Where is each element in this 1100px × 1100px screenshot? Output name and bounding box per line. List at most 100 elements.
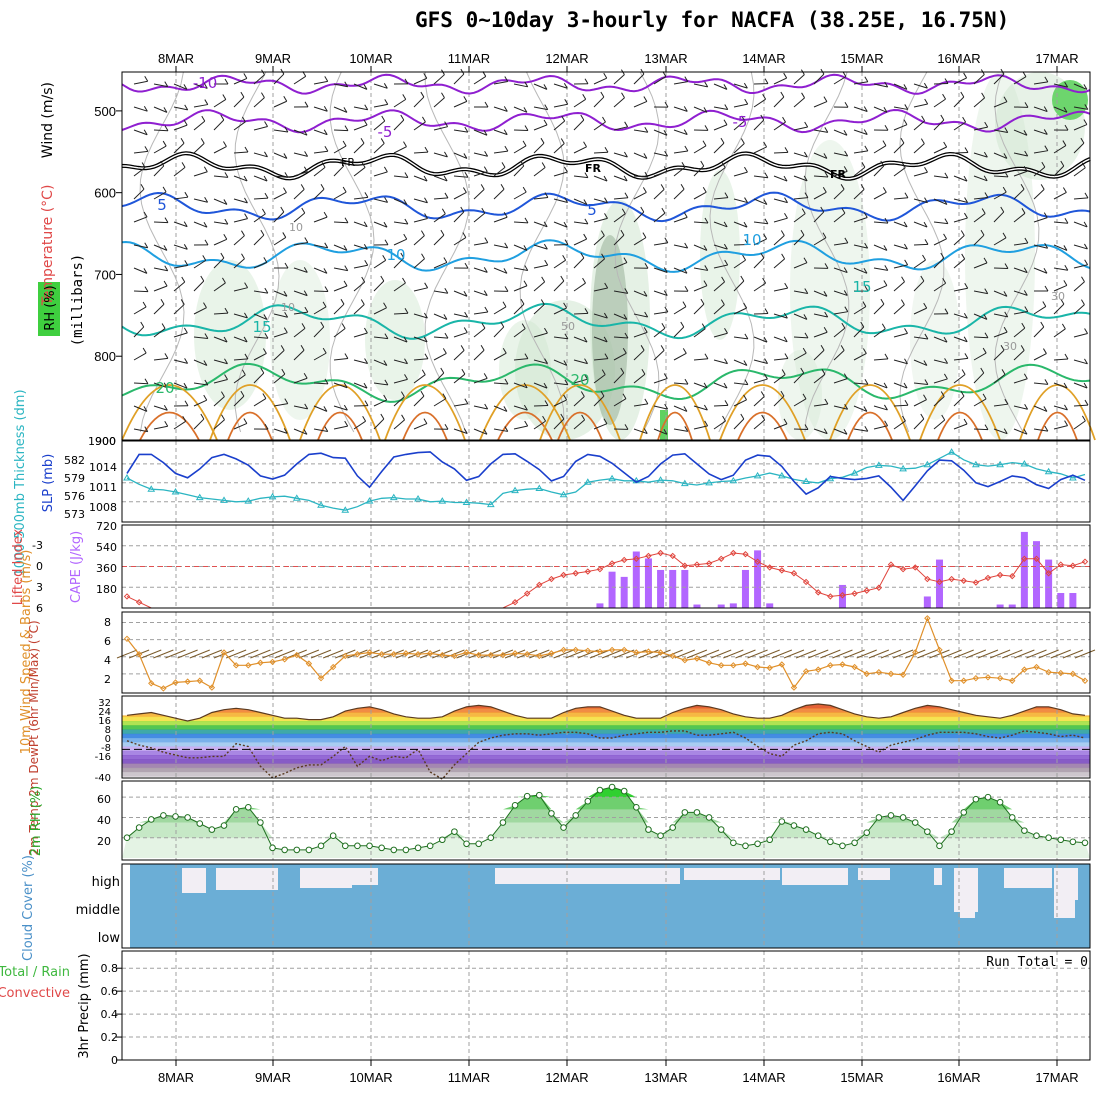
tick-label-temp-bottom: -40 [95, 773, 111, 784]
wind-barb [201, 115, 206, 122]
wind-barb [993, 129, 1008, 133]
wind-barb [533, 221, 548, 228]
wind-barb [504, 242, 509, 249]
wind-barb [613, 313, 628, 320]
wind-barb [920, 413, 925, 420]
wind-barb [563, 360, 568, 366]
rh-marker [996, 798, 1004, 806]
wind-barb [233, 151, 249, 154]
wind-barb [383, 221, 388, 228]
wind-barb [420, 91, 425, 98]
wind-barb [481, 323, 486, 329]
wind-barb [344, 125, 349, 131]
wind-barb [1013, 152, 1028, 157]
wind-barb [693, 267, 708, 271]
wind-barb [721, 162, 726, 168]
wind-barb [1043, 106, 1048, 112]
wind-barb [1081, 299, 1085, 305]
wind-barb [784, 282, 789, 289]
wind-barb [413, 198, 428, 204]
wind-barb [853, 306, 867, 315]
wind-barb [883, 107, 888, 113]
wind-barb [173, 124, 188, 131]
lifted-index-marker [693, 561, 701, 568]
wind-barb [701, 323, 706, 329]
wind-barb [522, 140, 527, 147]
wind-barb [483, 429, 488, 435]
wind-barb [253, 97, 265, 108]
wind-barb [924, 333, 929, 340]
wind-barb [433, 290, 448, 294]
wind-barb [973, 213, 986, 223]
date-label-bottom: 12MAR [545, 1070, 588, 1085]
rh-marker [451, 828, 458, 835]
wind-barb [493, 81, 508, 85]
wind-barb [1043, 129, 1048, 135]
panel-frame-cld [121, 863, 1091, 949]
wind-barb [933, 282, 946, 292]
wind-barb [784, 197, 788, 203]
isotherm-25-arch-0 [121, 384, 218, 441]
cloud-gap [216, 868, 278, 890]
wind-barb [973, 372, 985, 384]
wind-barb [153, 357, 168, 361]
wind-barb [304, 237, 309, 243]
wind-speed-marker [802, 668, 810, 675]
wind-barb [204, 239, 209, 246]
wind-barb [453, 175, 468, 178]
wind-barb [173, 359, 188, 364]
wind-barb [833, 290, 848, 296]
wind-barb [342, 186, 347, 193]
wind-barb [213, 198, 228, 205]
wind-barb [643, 291, 648, 297]
wind-barb [453, 192, 467, 200]
wind-barb [353, 420, 366, 430]
isotherm-15 [121, 302, 1091, 340]
wind-barb [733, 280, 745, 292]
wind-barb [713, 83, 728, 90]
contour-label: -10 [193, 74, 218, 92]
wind-barb [933, 419, 946, 430]
contour-label: 10 [289, 221, 303, 234]
wind-barb [493, 216, 508, 223]
wind-barb [724, 358, 728, 364]
wind-barb [433, 372, 445, 384]
wind-barb [713, 221, 728, 228]
wind-barb [542, 415, 546, 422]
wind-barb [163, 382, 168, 388]
wind-barb [602, 116, 606, 123]
wind-barb [304, 403, 309, 410]
wind-speed-marker [305, 660, 313, 667]
wind-barb [320, 183, 325, 190]
contour-label: -5 [733, 113, 748, 131]
temp-band [122, 759, 1090, 764]
wind-barb [684, 145, 689, 152]
wind-barb [443, 257, 448, 263]
wind-barb [1003, 428, 1008, 434]
wind-barb [413, 423, 428, 430]
wind-barb [853, 244, 868, 249]
wind-barb [573, 378, 588, 384]
wind-barb [133, 267, 148, 274]
surface-wind-barb [238, 649, 259, 659]
cape-bar [717, 604, 725, 608]
tick-label-slp: 1008 [89, 501, 117, 514]
surface-wind-barb [1026, 649, 1047, 659]
wind-barb [544, 327, 548, 334]
wind-barb [762, 93, 767, 100]
surface-wind-barb [286, 649, 307, 659]
wind-barb [873, 382, 888, 389]
tick-label-li: -3 [32, 539, 43, 552]
wind-barb [264, 192, 269, 199]
wind-barb [593, 395, 605, 407]
lifted-index-marker [1057, 561, 1064, 568]
wind-barb [873, 145, 887, 154]
wind-barb [343, 107, 348, 113]
wind-barb [993, 175, 1009, 178]
lifted-index-marker [790, 570, 798, 577]
rh-marker [511, 801, 519, 809]
wind-barb [953, 374, 966, 384]
wind-barb [163, 107, 168, 113]
wind-barb [133, 306, 147, 315]
wind-barb [964, 197, 968, 203]
